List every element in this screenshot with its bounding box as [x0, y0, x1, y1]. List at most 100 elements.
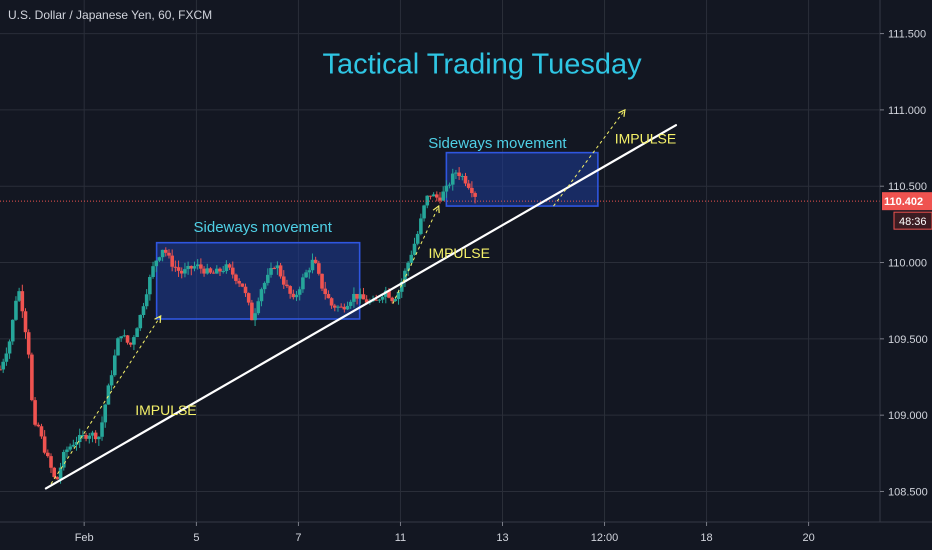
candle-body [345, 305, 350, 310]
candle-body [1, 361, 5, 370]
candle-body [42, 436, 47, 453]
candle-body [186, 265, 190, 270]
candle-body [119, 336, 123, 339]
candle-body [221, 271, 225, 273]
price-tick-label: 108.500 [888, 486, 928, 498]
candle-body [125, 335, 130, 343]
price-tick-label: 110.500 [888, 181, 927, 193]
candle-body [234, 274, 238, 281]
headline-title: Tactical Trading Tuesday [323, 48, 643, 80]
candle-body [224, 264, 229, 272]
time-tick-label: 7 [295, 532, 301, 544]
candle-body [253, 313, 257, 321]
candle-body [288, 286, 292, 294]
candle-body [61, 451, 66, 468]
candle-body [457, 172, 461, 177]
candle-body [160, 249, 165, 258]
impulse-arrow-head [154, 314, 162, 323]
candle-body [10, 319, 15, 342]
price-tick-label: 111.500 [888, 29, 926, 41]
time-axis[interactable]: Feb 5 7 11 13 12:00 18 20 [0, 521, 932, 550]
impulse-arrows [50, 108, 626, 485]
candle-body [93, 432, 98, 440]
candle-body [128, 342, 133, 345]
candle-body [109, 375, 114, 386]
candle-body [428, 195, 433, 197]
candle-body [396, 291, 401, 300]
candle-body [4, 353, 9, 362]
candle-body [211, 272, 216, 274]
candle-body [23, 311, 28, 333]
candle-body [14, 300, 18, 320]
candle-body [313, 259, 318, 264]
candle-body [326, 294, 331, 299]
candle-body [157, 257, 162, 261]
candle-body [460, 175, 465, 177]
candle-body [317, 263, 321, 274]
candle-body [348, 301, 353, 306]
candle-body [431, 194, 436, 197]
candle-body [90, 432, 95, 436]
candle-body [323, 288, 328, 295]
candle-body [339, 306, 343, 308]
candle-body [205, 268, 210, 274]
candle-body [65, 449, 69, 452]
candle-body [450, 173, 455, 185]
price-tick-label: 109.000 [888, 410, 928, 422]
trendline[interactable] [44, 124, 678, 490]
candle-body [116, 338, 120, 356]
candle-body [399, 281, 404, 292]
candle-body [243, 286, 248, 294]
candle-body [250, 302, 254, 321]
candle-body [218, 268, 222, 272]
candle-body [74, 442, 79, 445]
sideways-label-1: Sideways movement [194, 219, 333, 236]
chart-annotations: Tactical Trading Tuesday Sideways movemen… [135, 48, 676, 418]
candle-body [307, 270, 312, 273]
candle-body [237, 280, 241, 284]
candle-body [342, 306, 347, 310]
candle-body [281, 276, 286, 285]
countdown-label: 48:36 [899, 216, 927, 228]
candle-body [132, 337, 136, 345]
price-tick-label: 109.500 [888, 334, 928, 346]
candle-body [374, 299, 379, 301]
time-tick-label: 11 [395, 532, 406, 544]
support-trendline [44, 124, 678, 490]
candle-body [202, 268, 206, 274]
candle-body [240, 283, 245, 287]
current-price-badge [882, 192, 932, 211]
candle-body [163, 249, 168, 253]
candle-body [84, 434, 88, 439]
candle-body [419, 218, 423, 234]
candle-body [100, 422, 104, 437]
candle-body [208, 268, 213, 273]
candle-body [470, 187, 474, 194]
candle-body [320, 273, 324, 289]
time-tick-label: Feb [75, 532, 94, 544]
time-axis-background [0, 522, 932, 550]
candle-body [285, 284, 289, 287]
candle-body [291, 293, 296, 298]
candle-body [454, 172, 458, 174]
candle-body [246, 293, 251, 303]
candle-body [441, 191, 445, 201]
candle-body [466, 183, 471, 188]
candle-body [409, 254, 414, 263]
candle-body [106, 385, 111, 405]
candle-body [266, 274, 270, 283]
candle-body [393, 299, 398, 302]
price-axis[interactable]: 111.500 111.000 110.500 110.000 109.500 109.0… [879, 0, 932, 550]
candle-body [103, 404, 108, 423]
sideways-range-box [445, 151, 599, 207]
candle-body [26, 332, 31, 355]
candle-body [301, 277, 305, 290]
candle-body [151, 266, 155, 277]
impulse-arrow-line [553, 109, 626, 207]
candle-body [463, 175, 468, 184]
candle-body [97, 436, 101, 440]
candle-body [20, 291, 25, 312]
candle-body [199, 264, 203, 269]
candle-body [377, 299, 382, 301]
